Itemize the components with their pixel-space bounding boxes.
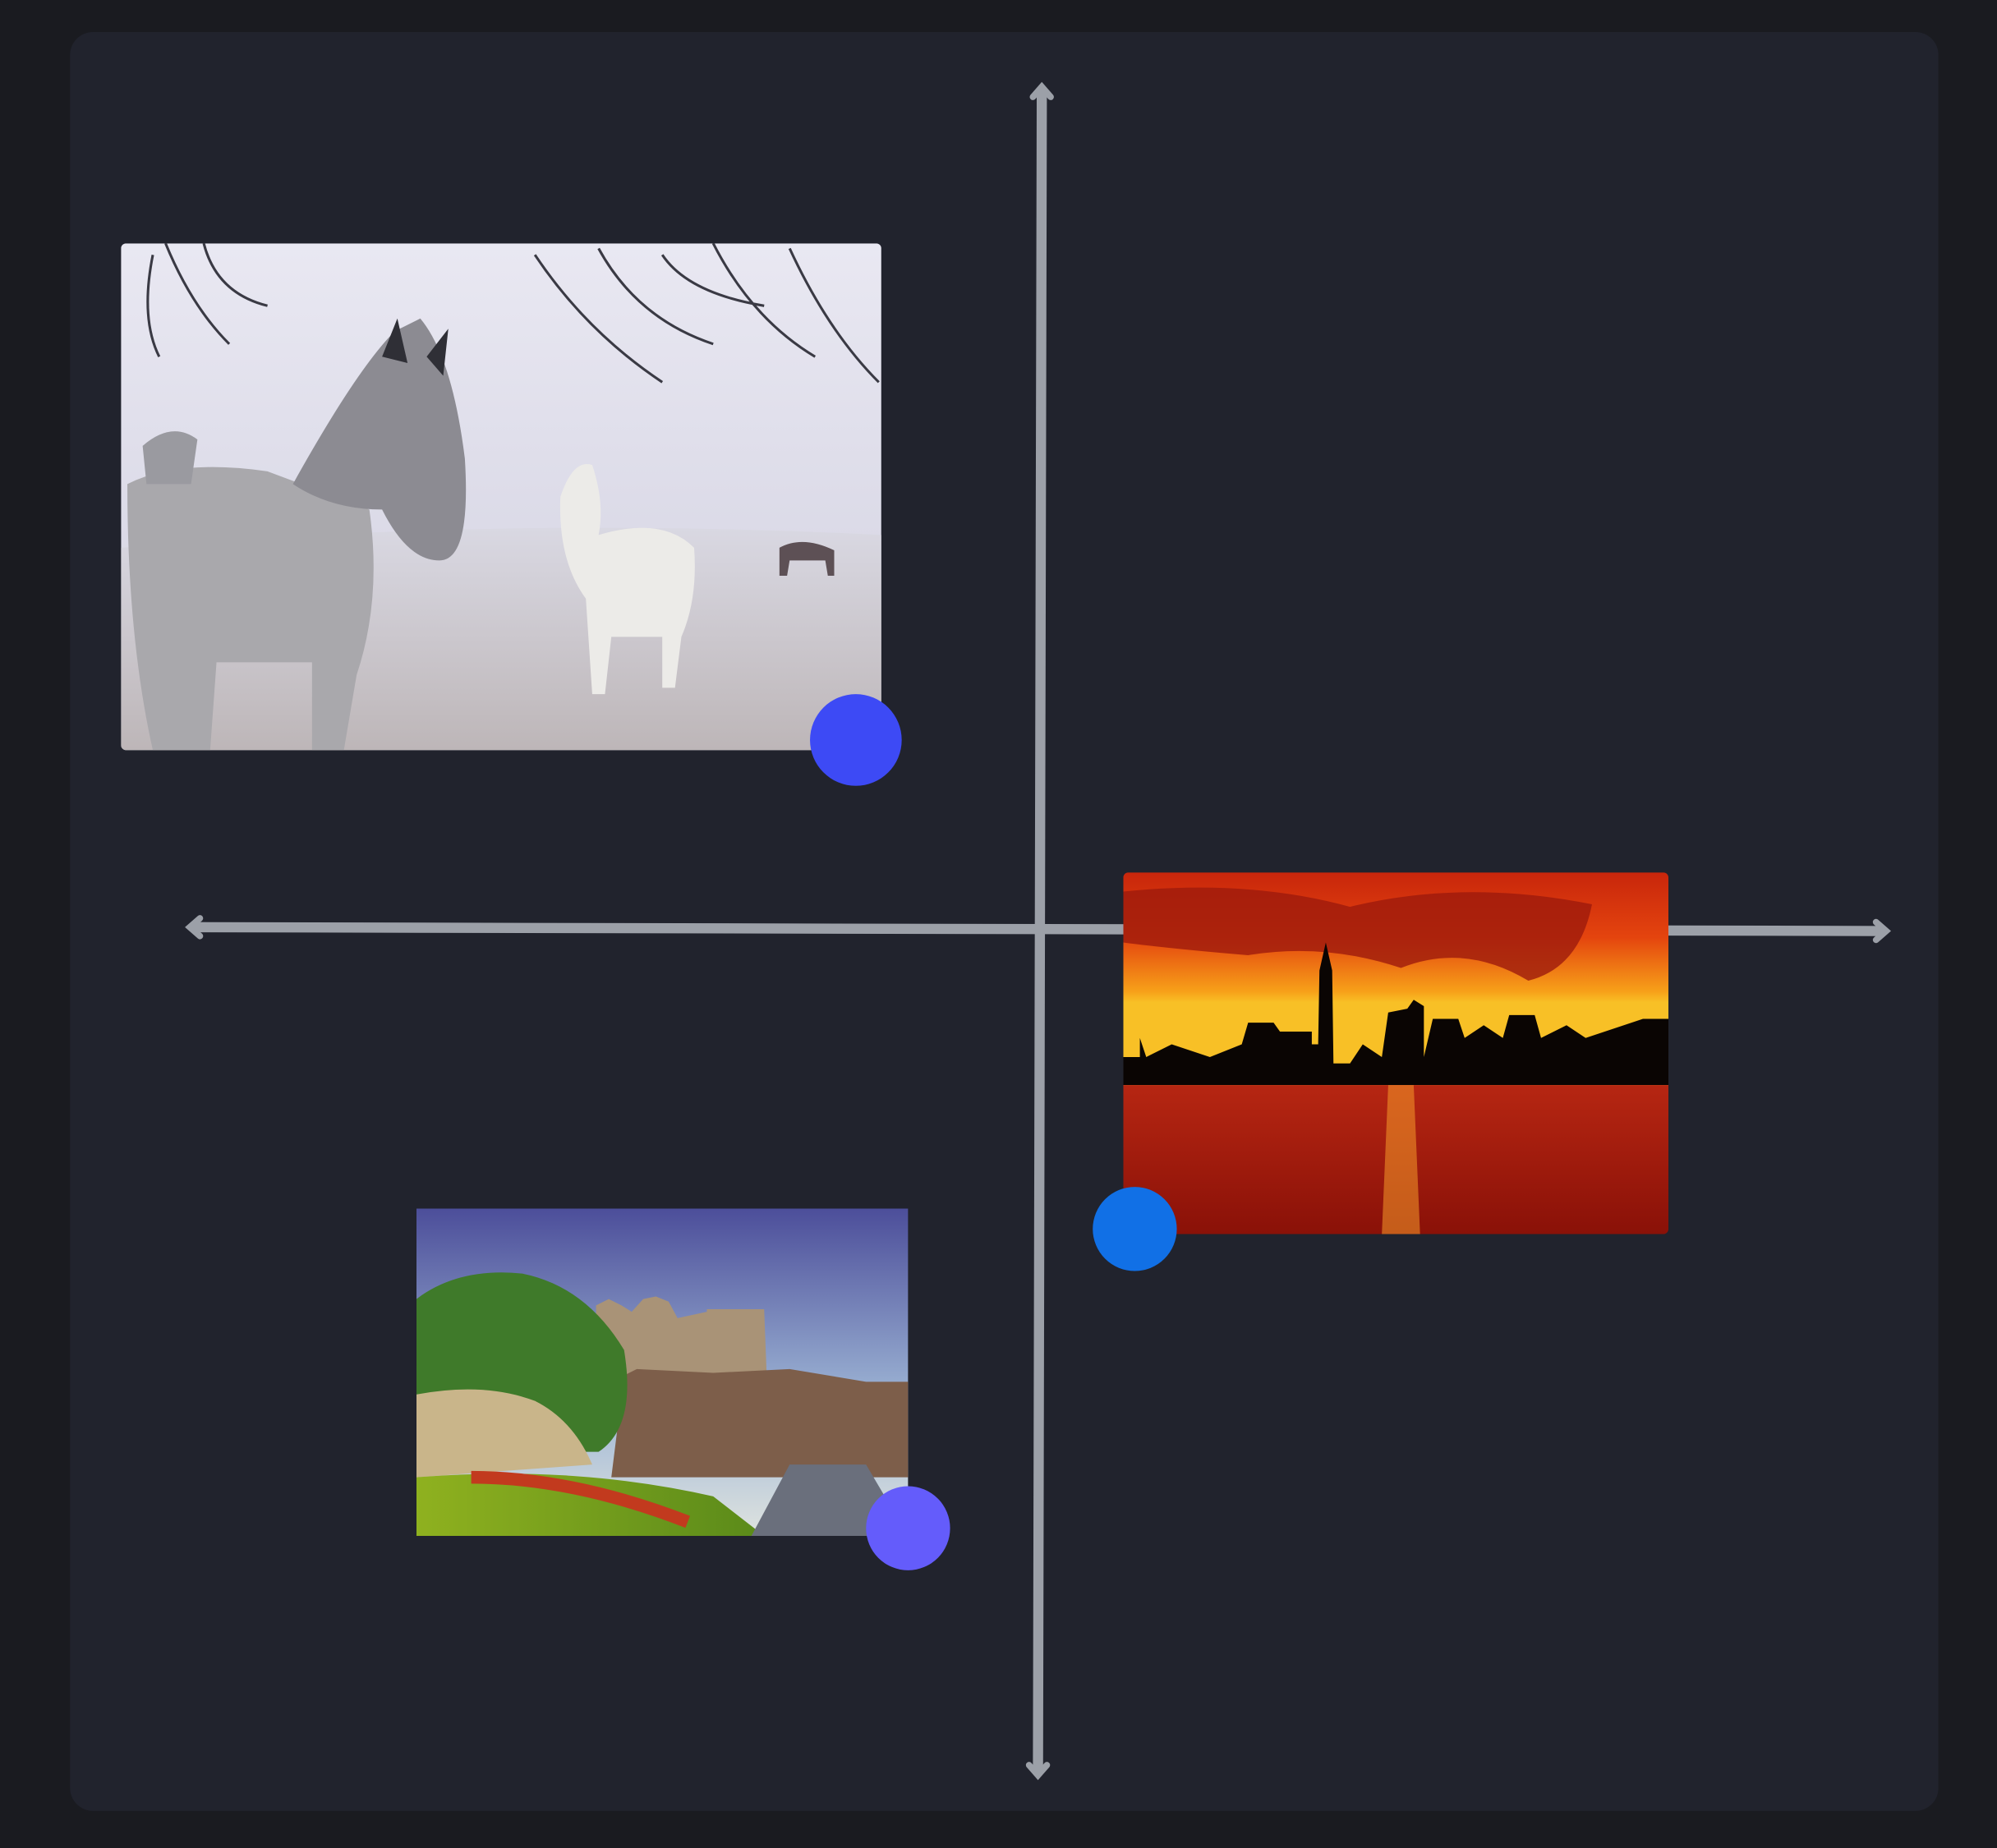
arrow-down bbox=[1025, 1762, 1051, 1781]
york-image[interactable] bbox=[416, 1208, 909, 1536]
image-handle[interactable] bbox=[1093, 1187, 1177, 1271]
image-handle[interactable] bbox=[810, 694, 902, 786]
image-handle[interactable] bbox=[866, 1486, 950, 1570]
arrow-right bbox=[1872, 918, 1892, 944]
arrow-left bbox=[185, 915, 204, 940]
horses-image[interactable] bbox=[121, 243, 881, 751]
sunset-image[interactable] bbox=[1123, 872, 1669, 1234]
arrow-up bbox=[1029, 81, 1054, 100]
